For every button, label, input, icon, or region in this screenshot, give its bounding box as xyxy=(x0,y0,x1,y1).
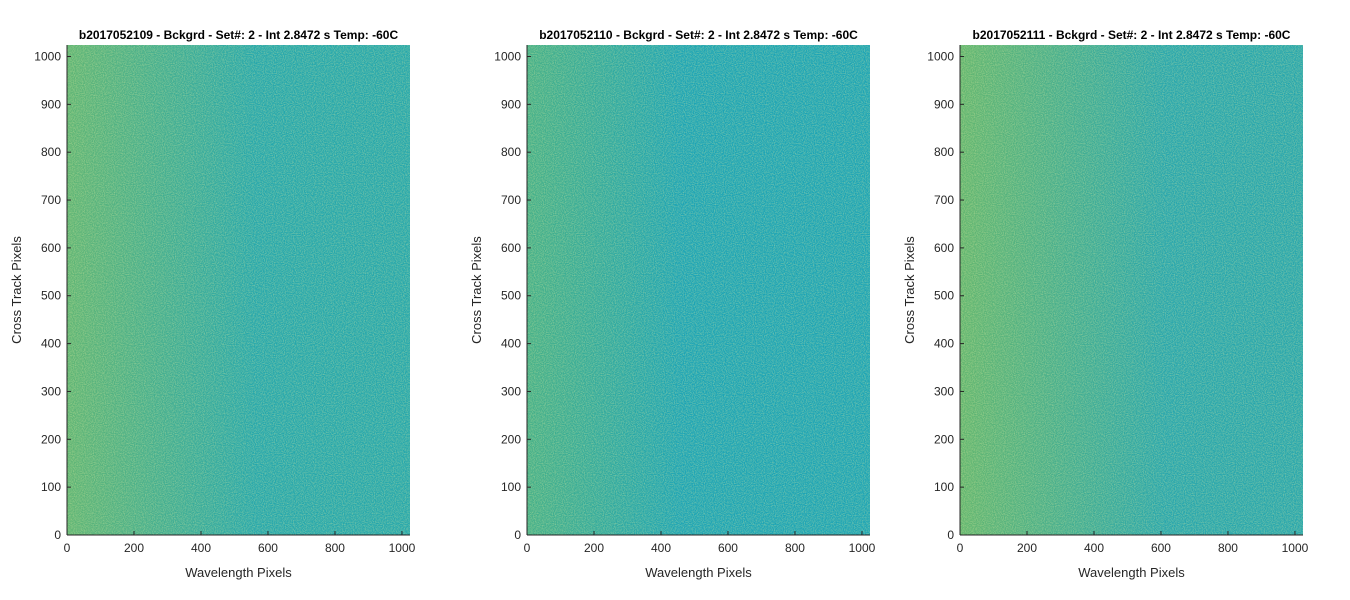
subplot-3-y-ticks: 0 100 200 300 400 500 600 700 800 900 1000 xyxy=(927,49,964,542)
subplot-1-x-ticks: 0 200 400 600 800 1000 xyxy=(64,531,416,555)
y-tick-label: 200 xyxy=(934,432,954,446)
x-tick-label: 200 xyxy=(1017,541,1037,555)
y-tick-label: 1000 xyxy=(927,49,954,63)
y-tick-label: 100 xyxy=(501,480,521,494)
y-tick-label: 700 xyxy=(934,193,954,207)
y-tick-label: 700 xyxy=(41,193,61,207)
y-tick-label: 600 xyxy=(41,241,61,255)
x-tick-label: 0 xyxy=(64,541,71,555)
subplot-2-y-label: Cross Track Pixels xyxy=(469,236,484,344)
subplot-2-x-label: Wavelength Pixels xyxy=(645,565,752,580)
subplot-2-heatmap-texture xyxy=(527,45,870,535)
y-tick-label: 600 xyxy=(934,241,954,255)
subplot-2-y-ticks: 0 100 200 300 400 500 600 700 800 900 1000 xyxy=(494,49,531,542)
x-tick-label: 400 xyxy=(1084,541,1104,555)
y-tick-label: 400 xyxy=(41,337,61,351)
y-tick-label: 300 xyxy=(501,384,521,398)
subplot-1-y-ticks: 0 100 200 300 400 500 600 700 800 900 1000 xyxy=(34,49,71,542)
x-tick-label: 400 xyxy=(651,541,671,555)
subplot-1-y-label: Cross Track Pixels xyxy=(9,236,24,344)
y-tick-label: 100 xyxy=(934,480,954,494)
subplot-2-x-ticks: 0 200 400 600 800 1000 xyxy=(524,531,876,555)
subplot-3-x-label: Wavelength Pixels xyxy=(1078,565,1185,580)
x-tick-label: 1000 xyxy=(389,541,416,555)
y-tick-label: 200 xyxy=(501,432,521,446)
subplot-3-title: b2017052111 - Bckgrd - Set#: 2 - Int 2.8… xyxy=(973,28,1291,42)
subplot-1: b2017052109 - Bckgrd - Set#: 2 - Int 2.8… xyxy=(9,28,416,580)
x-tick-label: 800 xyxy=(1218,541,1238,555)
x-tick-label: 600 xyxy=(258,541,278,555)
x-tick-label: 200 xyxy=(584,541,604,555)
y-tick-label: 200 xyxy=(41,432,61,446)
subplot-1-heatmap-texture xyxy=(67,45,410,535)
y-tick-label: 0 xyxy=(514,528,521,542)
x-tick-label: 400 xyxy=(191,541,211,555)
x-tick-label: 800 xyxy=(325,541,345,555)
y-tick-label: 300 xyxy=(934,384,954,398)
subplot-1-x-label: Wavelength Pixels xyxy=(185,565,292,580)
y-tick-label: 1000 xyxy=(494,49,521,63)
y-tick-label: 600 xyxy=(501,241,521,255)
x-tick-label: 800 xyxy=(785,541,805,555)
y-tick-label: 100 xyxy=(41,480,61,494)
x-tick-label: 200 xyxy=(124,541,144,555)
y-tick-label: 900 xyxy=(934,97,954,111)
subplot-3-heatmap-texture xyxy=(960,45,1303,535)
y-tick-label: 900 xyxy=(501,97,521,111)
y-tick-label: 400 xyxy=(501,337,521,351)
y-tick-label: 900 xyxy=(41,97,61,111)
x-tick-label: 0 xyxy=(524,541,531,555)
subplot-2-title: b2017052110 - Bckgrd - Set#: 2 - Int 2.8… xyxy=(539,28,858,42)
y-tick-label: 300 xyxy=(41,384,61,398)
y-tick-label: 500 xyxy=(501,289,521,303)
y-tick-label: 800 xyxy=(501,145,521,159)
y-tick-label: 400 xyxy=(934,337,954,351)
subplot-3: b2017052111 - Bckgrd - Set#: 2 - Int 2.8… xyxy=(902,28,1309,580)
y-tick-label: 700 xyxy=(501,193,521,207)
y-tick-label: 500 xyxy=(41,289,61,303)
x-tick-label: 0 xyxy=(957,541,964,555)
subplot-3-x-ticks: 0 200 400 600 800 1000 xyxy=(957,531,1309,555)
y-tick-label: 800 xyxy=(41,145,61,159)
x-tick-label: 600 xyxy=(1151,541,1171,555)
y-tick-label: 500 xyxy=(934,289,954,303)
subplot-3-y-label: Cross Track Pixels xyxy=(902,236,917,344)
x-tick-label: 600 xyxy=(718,541,738,555)
y-tick-label: 1000 xyxy=(34,49,61,63)
y-tick-label: 0 xyxy=(947,528,954,542)
y-tick-label: 800 xyxy=(934,145,954,159)
subplot-1-title: b2017052109 - Bckgrd - Set#: 2 - Int 2.8… xyxy=(79,28,399,42)
subplot-2: b2017052110 - Bckgrd - Set#: 2 - Int 2.8… xyxy=(469,28,876,580)
x-tick-label: 1000 xyxy=(1282,541,1309,555)
y-tick-label: 0 xyxy=(54,528,61,542)
x-tick-label: 1000 xyxy=(849,541,876,555)
